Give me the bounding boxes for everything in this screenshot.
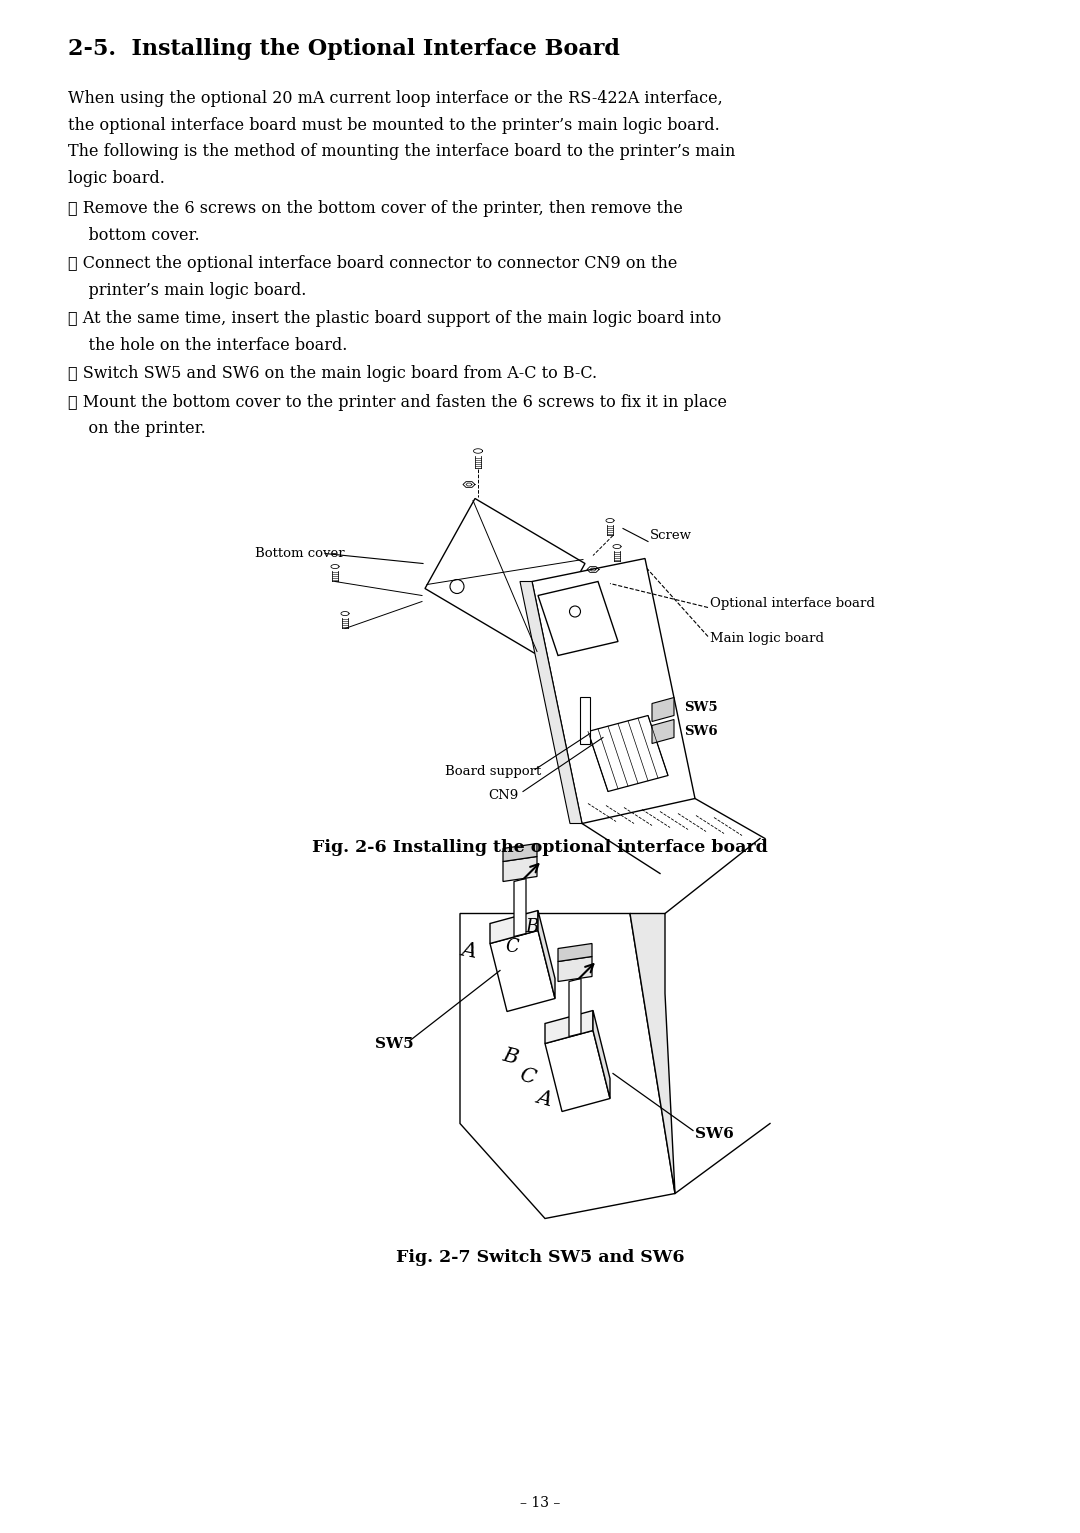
- Text: SW5: SW5: [684, 701, 717, 714]
- Text: When using the optional 20 mA current loop interface or the RS-422A interface,: When using the optional 20 mA current lo…: [68, 90, 723, 107]
- Text: logic board.: logic board.: [68, 170, 165, 187]
- Text: Bottom cover: Bottom cover: [255, 547, 345, 560]
- Text: B: B: [500, 1046, 519, 1067]
- Text: The following is the method of mounting the interface board to the printer’s mai: The following is the method of mounting …: [68, 143, 735, 159]
- Text: Screw: Screw: [650, 529, 692, 543]
- Text: Fig. 2-6 Installing the optional interface board: Fig. 2-6 Installing the optional interfa…: [312, 839, 768, 855]
- Text: ② Connect the optional interface board connector to connector CN9 on the: ② Connect the optional interface board c…: [68, 254, 677, 271]
- Polygon shape: [426, 498, 585, 653]
- Text: B: B: [525, 917, 538, 935]
- Text: Optional interface board: Optional interface board: [710, 596, 875, 610]
- Polygon shape: [490, 911, 538, 943]
- Text: SW6: SW6: [684, 725, 717, 737]
- Text: C: C: [505, 938, 518, 955]
- Text: C: C: [517, 1065, 538, 1088]
- Text: – 13 –: – 13 –: [519, 1496, 561, 1510]
- Text: the hole on the interface board.: the hole on the interface board.: [68, 337, 348, 354]
- Polygon shape: [532, 558, 696, 823]
- Text: A: A: [460, 940, 478, 961]
- Text: bottom cover.: bottom cover.: [68, 227, 200, 244]
- Polygon shape: [593, 1010, 610, 1099]
- Polygon shape: [519, 581, 582, 823]
- Polygon shape: [545, 1010, 593, 1044]
- Text: ④ Switch SW5 and SW6 on the main logic board from A-C to B-C.: ④ Switch SW5 and SW6 on the main logic b…: [68, 365, 597, 382]
- Text: A: A: [535, 1087, 554, 1110]
- Text: 2-5.  Installing the Optional Interface Board: 2-5. Installing the Optional Interface B…: [68, 38, 620, 60]
- Polygon shape: [503, 843, 537, 862]
- Polygon shape: [545, 1030, 610, 1111]
- Text: ③ At the same time, insert the plastic board support of the main logic board int: ③ At the same time, insert the plastic b…: [68, 310, 721, 327]
- Text: the optional interface board must be mounted to the printer’s main logic board.: the optional interface board must be mou…: [68, 117, 719, 133]
- Polygon shape: [538, 581, 618, 656]
- Polygon shape: [460, 914, 675, 1219]
- Text: Fig. 2-7 Switch SW5 and SW6: Fig. 2-7 Switch SW5 and SW6: [395, 1248, 685, 1266]
- Text: Board support: Board support: [445, 765, 541, 779]
- Polygon shape: [538, 911, 555, 998]
- Polygon shape: [652, 698, 674, 722]
- Polygon shape: [558, 943, 592, 961]
- Text: Main logic board: Main logic board: [710, 632, 824, 645]
- Polygon shape: [569, 978, 581, 1036]
- Polygon shape: [558, 957, 592, 981]
- Text: SW6: SW6: [696, 1127, 733, 1141]
- Polygon shape: [580, 696, 590, 744]
- Text: on the printer.: on the printer.: [68, 420, 206, 437]
- Polygon shape: [490, 931, 555, 1012]
- Text: SW5: SW5: [375, 1036, 414, 1050]
- Polygon shape: [503, 857, 537, 881]
- Polygon shape: [630, 914, 675, 1194]
- Text: ⑤ Mount the bottom cover to the printer and fasten the 6 screws to fix it in pla: ⑤ Mount the bottom cover to the printer …: [68, 394, 727, 411]
- Text: CN9: CN9: [488, 789, 518, 802]
- Polygon shape: [514, 878, 526, 937]
- Polygon shape: [652, 719, 674, 744]
- Text: ① Remove the 6 screws on the bottom cover of the printer, then remove the: ① Remove the 6 screws on the bottom cove…: [68, 199, 683, 218]
- Text: printer’s main logic board.: printer’s main logic board.: [68, 282, 307, 299]
- Polygon shape: [588, 716, 669, 791]
